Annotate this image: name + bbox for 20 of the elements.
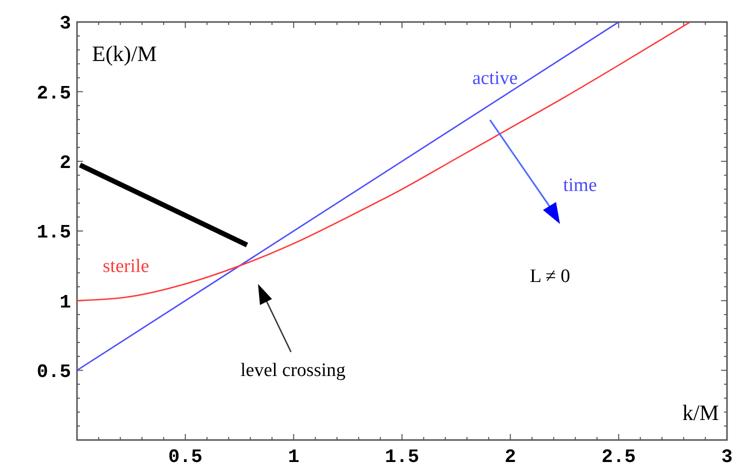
series-label: sterile (102, 256, 150, 277)
y-axis-title: E(k)/M (92, 41, 157, 66)
x-tick-label: 3 (721, 446, 733, 468)
y-tick-label: 1.5 (36, 222, 71, 244)
y-tick-label: 2.5 (36, 82, 71, 104)
annotation: level crossing (240, 360, 346, 381)
series-label: active (472, 68, 518, 89)
x-tick-label: 2 (504, 446, 516, 468)
x-tick-label: 0.5 (168, 446, 202, 468)
x-tick-label: 1.5 (384, 446, 420, 468)
x-tick-label: 1 (288, 446, 300, 468)
x-tick-label: 2.5 (602, 446, 636, 468)
y-tick-label: 3 (60, 12, 71, 35)
annotation: time (563, 175, 597, 196)
line-series (77, 22, 691, 302)
y-tick-label: 0.5 (36, 360, 71, 383)
x-axis-title: k/M (682, 400, 719, 425)
y-tick-label: 2 (60, 152, 71, 174)
y-tick-label: 1 (60, 291, 71, 314)
annotation: L ≠ 0 (530, 266, 570, 287)
